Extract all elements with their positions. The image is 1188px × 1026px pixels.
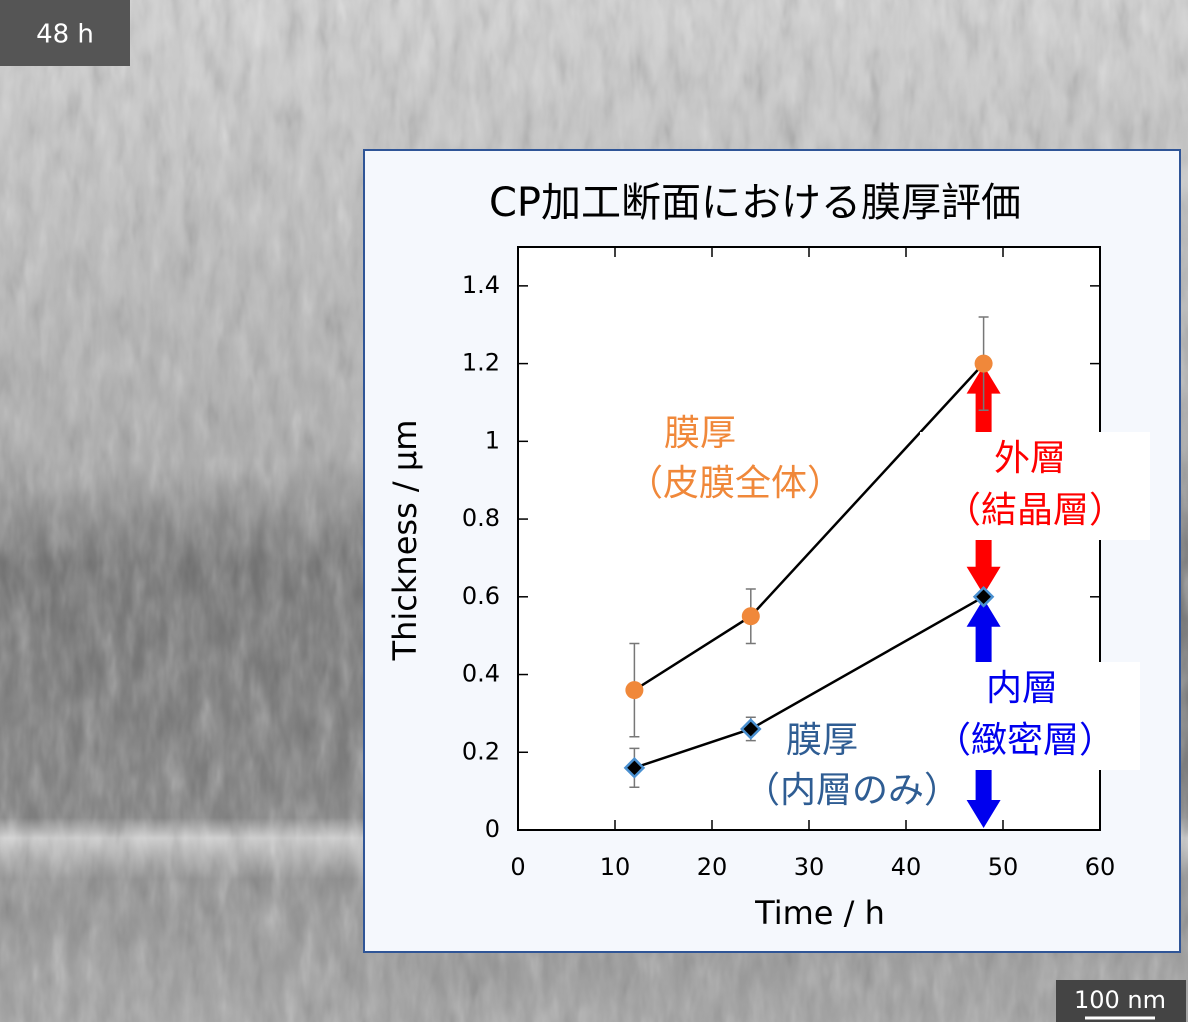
data-point <box>742 607 760 625</box>
y-tick-label: 0 <box>485 815 500 843</box>
y-tick-label: 0.8 <box>462 504 500 532</box>
x-tick-label: 20 <box>697 853 728 881</box>
x-tick-label: 0 <box>510 853 525 881</box>
annotation: 膜厚 <box>664 413 736 454</box>
y-tick-label: 1.4 <box>462 271 500 299</box>
page: 48 h 100 nm CP加工断面における膜厚評価 Time / h Thic… <box>0 0 1188 1022</box>
annotation: （結晶層） <box>945 490 1125 531</box>
time-label: 48 h <box>36 20 94 50</box>
annotation: 外層 <box>994 438 1066 479</box>
y-axis-label: Thickness / μm <box>386 420 424 662</box>
x-tick-label: 10 <box>600 853 631 881</box>
y-tick-label: 0.2 <box>462 737 500 765</box>
annotation: （皮膜全体） <box>627 463 843 504</box>
x-tick-label: 40 <box>891 853 922 881</box>
y-tick-label: 0.4 <box>462 660 500 688</box>
annotation: （緻密層） <box>935 720 1115 761</box>
x-tick-label: 60 <box>1085 853 1116 881</box>
annotation: 膜厚 <box>786 720 858 761</box>
x-tick-label: 30 <box>794 853 825 881</box>
y-tick-label: 1.2 <box>462 349 500 377</box>
annotation: 内層 <box>986 668 1058 709</box>
data-point <box>975 355 993 373</box>
scale-label: 100 nm <box>1074 986 1166 1014</box>
x-tick-label: 50 <box>988 853 1019 881</box>
annotation: （内層のみ） <box>744 770 960 811</box>
data-point <box>625 681 643 699</box>
y-tick-label: 0.6 <box>462 582 500 610</box>
y-tick-label: 1 <box>485 426 500 454</box>
chart-title: CP加工断面における膜厚評価 <box>489 180 1021 226</box>
x-axis-label: Time / h <box>754 894 885 932</box>
